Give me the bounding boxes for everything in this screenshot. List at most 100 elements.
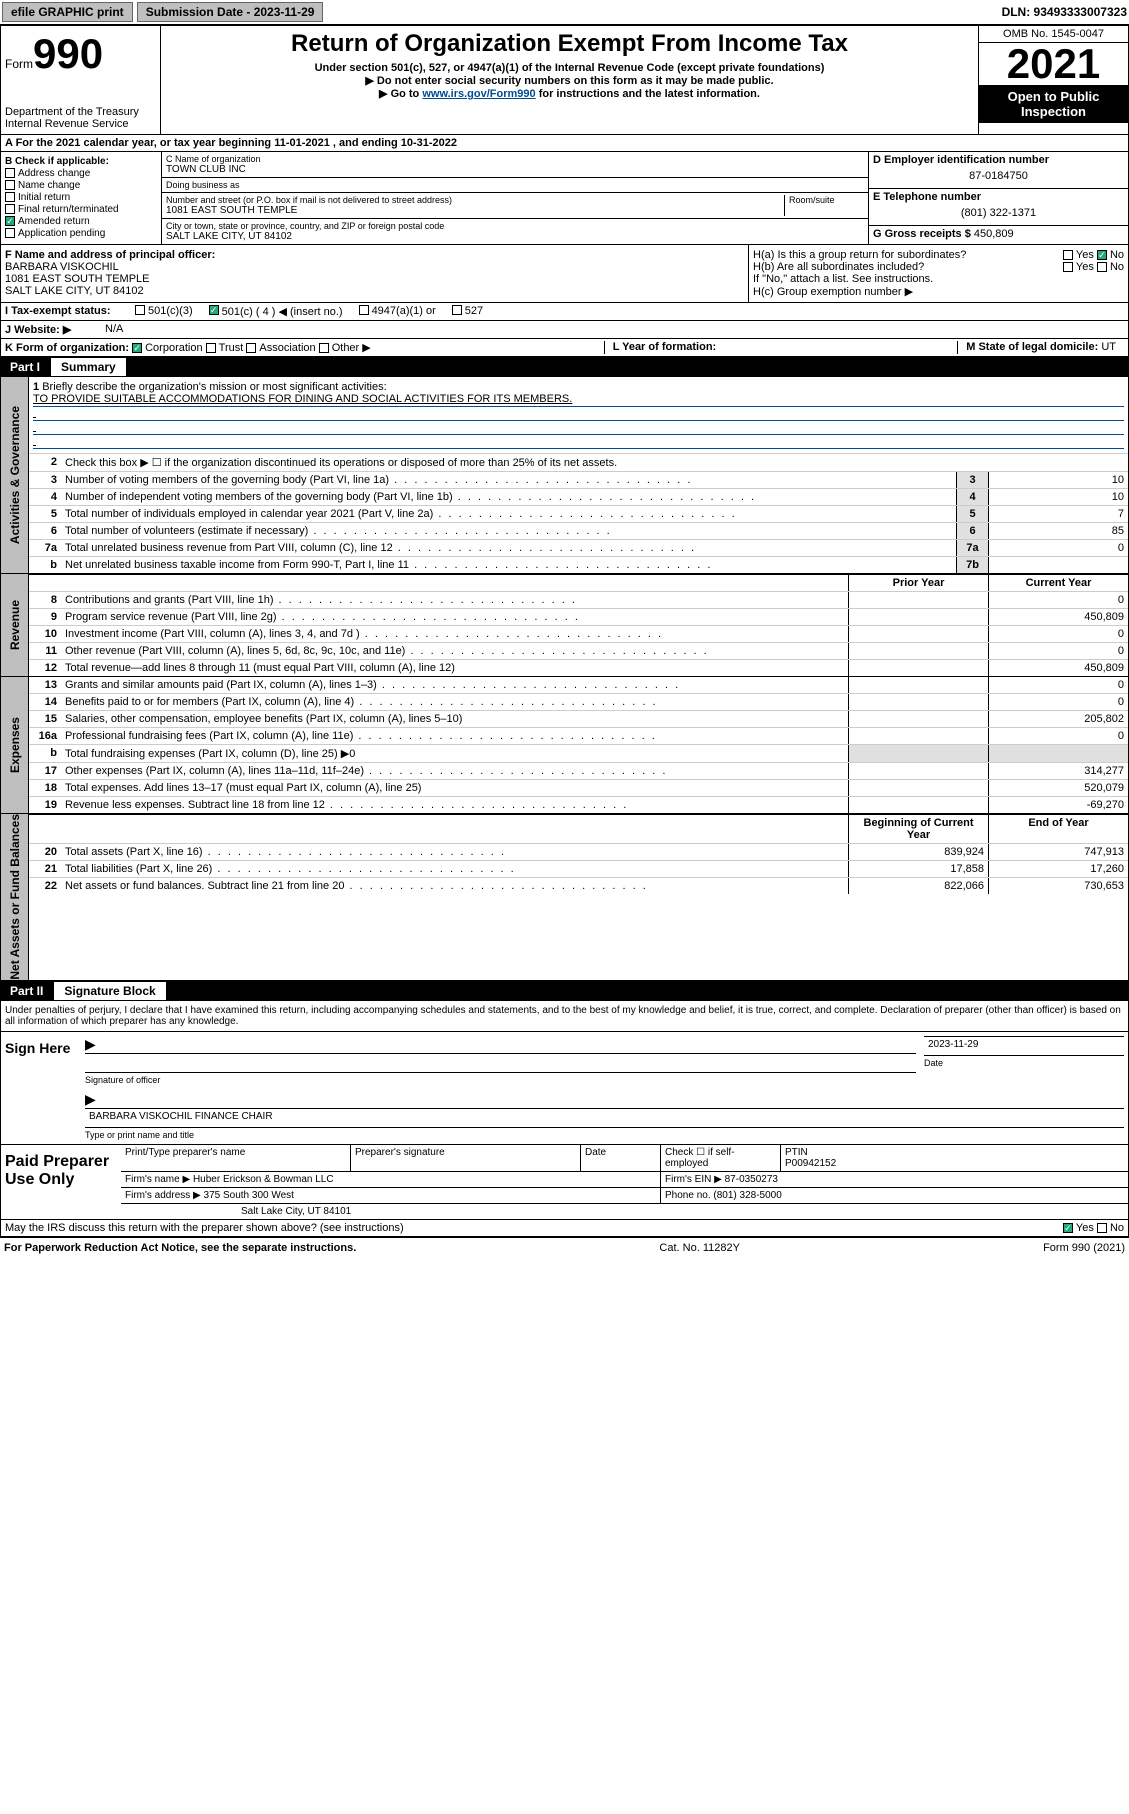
current-year-header: Current Year <box>988 575 1128 591</box>
form-ref: Form 990 (2021) <box>1043 1242 1125 1254</box>
submission-date: Submission Date - 2023-11-29 <box>137 2 324 22</box>
firm-ein: 87-0350273 <box>725 1174 778 1185</box>
checkbox-application-pending[interactable] <box>5 228 15 238</box>
phone-label: E Telephone number <box>873 191 1124 203</box>
row-j: J Website: ▶ N/A <box>0 321 1129 339</box>
sign-here-label: Sign Here <box>1 1032 81 1144</box>
instructions-link[interactable]: www.irs.gov/Form990 <box>422 88 535 100</box>
hb-no-checkbox[interactable] <box>1097 262 1107 272</box>
discuss-row: May the IRS discuss this return with the… <box>0 1220 1129 1237</box>
checkbox-name-change[interactable] <box>5 180 15 190</box>
block-b-c-d: B Check if applicable: Address change Na… <box>0 152 1129 245</box>
ein-label: D Employer identification number <box>873 154 1124 166</box>
revenue-section: Revenue Prior YearCurrent Year 8Contribu… <box>0 574 1129 677</box>
form-subtitle-1: Under section 501(c), 527, or 4947(a)(1)… <box>165 62 974 74</box>
cb-trust[interactable] <box>206 343 216 353</box>
val-7a: 0 <box>988 540 1128 556</box>
expenses-section: Expenses 13Grants and similar amounts pa… <box>0 677 1129 814</box>
ha-no-checkbox[interactable] <box>1097 250 1107 260</box>
ptin-label: PTIN <box>785 1147 1124 1158</box>
mission-label: Briefly describe the organization's miss… <box>42 381 386 393</box>
line-16b: Total fundraising expenses (Part IX, col… <box>65 748 355 760</box>
val-14: 0 <box>988 694 1128 710</box>
dept-label: Department of the Treasury Internal Reve… <box>5 106 156 130</box>
topbar: efile GRAPHIC print Submission Date - 20… <box>0 0 1129 25</box>
val-22-end: 730,653 <box>988 878 1128 894</box>
discuss-yes-checkbox[interactable] <box>1063 1223 1073 1233</box>
phone-value: (801) 322-1371 <box>873 203 1124 223</box>
city-label: City or town, state or province, country… <box>166 221 864 231</box>
org-name-label: C Name of organization <box>166 154 864 164</box>
val-8: 0 <box>988 592 1128 608</box>
hb-note: If "No," attach a list. See instructions… <box>753 273 1124 285</box>
officer-label: F Name and address of principal officer: <box>5 249 744 261</box>
line-16a: Professional fundraising fees (Part IX, … <box>65 730 353 742</box>
cb-corporation[interactable] <box>132 343 142 353</box>
dln: DLN: 93493333007323 <box>1002 5 1127 19</box>
signature-field[interactable] <box>85 1053 916 1073</box>
ha-label: H(a) Is this a group return for subordin… <box>753 249 966 261</box>
net-assets-section: Net Assets or Fund Balances Beginning of… <box>0 814 1129 981</box>
line-14: Benefits paid to or for members (Part IX… <box>65 696 354 708</box>
col-c-org-info: C Name of organization TOWN CLUB INC Doi… <box>161 152 868 244</box>
discuss-no-checkbox[interactable] <box>1097 1223 1107 1233</box>
val-19: -69,270 <box>988 797 1128 813</box>
officer-name: BARBARA VISKOCHIL <box>5 261 744 273</box>
checkbox-amended-return[interactable] <box>5 216 15 226</box>
firm-phone: (801) 328-5000 <box>713 1190 781 1201</box>
line-2: Check this box ▶ ☐ if the organization d… <box>61 454 1128 471</box>
val-16a: 0 <box>988 728 1128 744</box>
line-11: Other revenue (Part VIII, column (A), li… <box>65 645 405 657</box>
city-value: SALT LAKE CITY, UT 84102 <box>166 231 864 242</box>
cb-4947[interactable] <box>359 305 369 315</box>
line-7b: Net unrelated business taxable income fr… <box>65 559 409 571</box>
sig-declaration: Under penalties of perjury, I declare th… <box>0 1001 1129 1032</box>
prep-sig-label: Preparer's signature <box>351 1145 581 1171</box>
hb-label: H(b) Are all subordinates included? <box>753 261 924 273</box>
discuss-question: May the IRS discuss this return with the… <box>5 1222 404 1234</box>
arrow-icon: ▶ <box>85 1036 96 1052</box>
form-label: Form <box>5 57 33 71</box>
vtab-expenses: Expenses <box>8 717 22 773</box>
row-f-h: F Name and address of principal officer:… <box>0 245 1129 303</box>
cb-501c[interactable] <box>209 305 219 315</box>
val-22-beg: 822,066 <box>848 878 988 894</box>
val-21-beg: 17,858 <box>848 861 988 877</box>
signature-date: 2023-11-29 <box>924 1036 1124 1056</box>
line-19: Revenue less expenses. Subtract line 18 … <box>65 799 325 811</box>
efile-button[interactable]: efile GRAPHIC print <box>2 2 133 22</box>
officer-addr1: 1081 EAST SOUTH TEMPLE <box>5 273 744 285</box>
ha-yes-checkbox[interactable] <box>1063 250 1073 260</box>
prep-name-label: Print/Type preparer's name <box>121 1145 351 1171</box>
end-year-header: End of Year <box>988 815 1128 843</box>
cb-association[interactable] <box>246 343 256 353</box>
org-name: TOWN CLUB INC <box>166 164 864 175</box>
website-value: N/A <box>105 323 123 336</box>
line-21: Total liabilities (Part X, line 26) <box>65 863 212 875</box>
val-5: 7 <box>988 506 1128 522</box>
row-i: I Tax-exempt status: 501(c)(3) 501(c) ( … <box>0 303 1129 321</box>
hb-yes-checkbox[interactable] <box>1063 262 1073 272</box>
cat-no: Cat. No. 11282Y <box>659 1242 740 1254</box>
prep-self-employed: Check ☐ if self-employed <box>661 1145 781 1171</box>
checkbox-final-return[interactable] <box>5 204 15 214</box>
cb-other[interactable] <box>319 343 329 353</box>
cb-501c3[interactable] <box>135 305 145 315</box>
state-domicile-label: M State of legal domicile: <box>966 341 1098 353</box>
checkbox-initial-return[interactable] <box>5 192 15 202</box>
page-footer: For Paperwork Reduction Act Notice, see … <box>0 1237 1129 1258</box>
ein-value: 87-0184750 <box>873 166 1124 186</box>
gross-receipts-value: 450,809 <box>974 228 1014 240</box>
line-20: Total assets (Part X, line 16) <box>65 846 203 858</box>
val-6: 85 <box>988 523 1128 539</box>
prior-year-header: Prior Year <box>848 575 988 591</box>
row-k: K Form of organization: Corporation Trus… <box>0 339 1129 357</box>
open-inspection: Open to Public Inspection <box>979 85 1128 123</box>
checkbox-address-change[interactable] <box>5 168 15 178</box>
cb-527[interactable] <box>452 305 462 315</box>
val-10: 0 <box>988 626 1128 642</box>
ptin-value: P00942152 <box>785 1158 1124 1169</box>
line-17: Other expenses (Part IX, column (A), lin… <box>65 765 364 777</box>
dba-label: Doing business as <box>166 180 864 190</box>
val-4: 10 <box>988 489 1128 505</box>
